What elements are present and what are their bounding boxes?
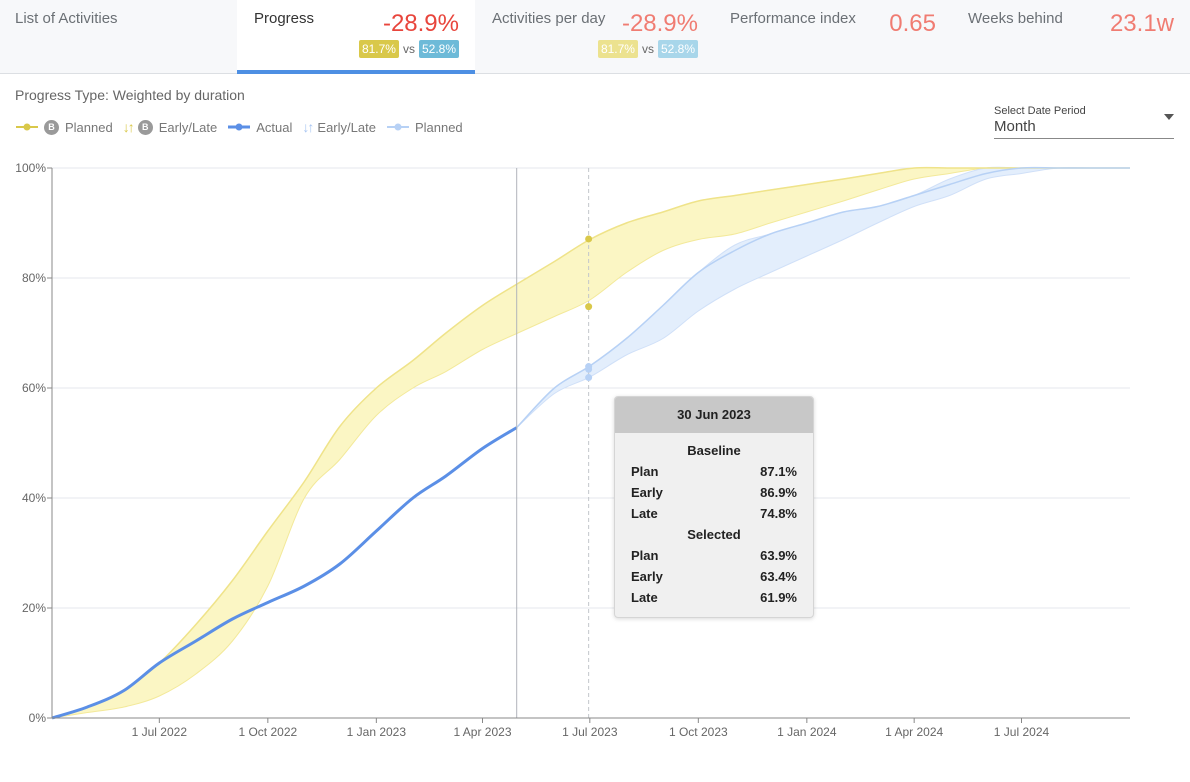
baseline-chip: 81.7% [358,40,399,58]
y-tick-label: 20% [22,601,46,615]
tooltip-baseline-title: Baseline [687,443,741,458]
tooltip-row-label: Late [631,506,658,521]
selected-hover-marker [585,374,593,382]
tooltip-row-value: 86.9% [760,485,797,500]
kpi-tab-bar: List of Activities Progress -28.9% 81.7%… [0,0,1190,74]
baseline-badge-icon: B [44,119,59,135]
x-tick-label: 1 Oct 2023 [669,725,728,739]
up-down-arrows-icon: ↓↑ [122,119,135,135]
baseline-hover-marker [585,303,593,311]
actual-line [51,426,518,720]
chart-legend: B Planned ↓↑ B Early/Late Actual ↓↑ Earl… [15,118,473,136]
tooltip-row-label: Plan [631,548,659,563]
legend-selected-planned[interactable]: Planned [386,120,463,135]
legend-label: Planned [65,119,113,135]
chevron-down-icon [1164,114,1174,120]
tooltip-row: Late 74.8% [615,503,813,524]
x-tick-label: 1 Apr 2023 [453,725,511,739]
baseline-chip: 81.7% [597,40,638,58]
line-dot-icon [228,123,251,131]
tooltip-row: Plan 87.1% [615,461,813,482]
chart-axes [51,168,1130,719]
line-dot-icon [16,123,38,131]
tooltip-row-value: 63.9% [760,548,797,563]
tooltip-row-value: 61.9% [760,590,797,605]
legend-label: Early/Late [158,119,218,135]
chart-grid [52,167,1130,609]
chart-cursor [516,168,590,718]
activities-comparison: 81.7% vs 52.8% [597,40,698,58]
selected-early-late-band [516,166,1130,428]
date-period-select[interactable]: Select Date Period Month [994,104,1174,139]
tooltip-row-value: 87.1% [760,464,797,479]
legend-baseline-planned[interactable]: B Planned [15,119,113,135]
tab-weeks-behind[interactable]: Weeks behind 23.1w [953,0,1190,74]
tab-label: List of Activities [15,10,118,27]
selected-chip: 52.8% [418,40,459,58]
selected-hover-marker [585,365,593,373]
baseline-hover-marker [585,235,593,243]
weeks-behind-value: 23.1w [1109,10,1174,37]
x-tick-label: 1 Jan 2023 [347,725,407,739]
tab-list-of-activities[interactable]: List of Activities [0,0,236,74]
tooltip-row: Late 61.9% [615,587,813,608]
x-tick-label: 1 Jul 2022 [132,725,188,739]
legend-label: Actual [256,119,293,135]
progress-delta: -28.9% [382,10,459,37]
x-tick-label: 1 Oct 2022 [238,725,297,739]
tooltip-row: Plan 63.9% [615,545,813,566]
legend-label: Early/Late [317,119,376,135]
progress-type-label: Progress Type: Weighted by duration [15,87,245,103]
y-tick-label: 100% [15,161,46,175]
y-tick-label: 40% [22,491,46,505]
performance-index-value: 0.65 [889,10,936,37]
selected-chip: 52.8% [657,40,698,58]
x-tick-label: 1 Jul 2023 [562,725,618,739]
tooltip-row: Early 63.4% [615,566,813,587]
activities-per-day-delta: -28.9% [621,10,698,37]
tooltip-row-value: 74.8% [760,506,797,521]
legend-label: Planned [414,119,463,135]
date-period-label: Select Date Period [994,105,1086,117]
y-tick-label: 0% [29,711,47,725]
tooltip-row-label: Early [631,485,663,500]
progress-s-curve-chart[interactable]: 0% 20% 40% 60% 80% 100% 1 Jul 2022 1 Oct 2022 1 … [0,150,1190,750]
tab-label: Performance index [730,10,856,27]
tab-progress[interactable]: Progress -28.9% 81.7% vs 52.8% [237,0,475,74]
tab-performance-index[interactable]: Performance index 0.65 [715,0,953,74]
chart-bands [51,166,1130,719]
tooltip-row-value: 63.4% [760,569,797,584]
baseline-badge-icon: B [137,119,153,135]
tab-activities-per-day[interactable]: Activities per day -28.9% 81.7% vs 52.8% [476,0,714,74]
tab-label: Activities per day [492,10,606,27]
selected-planned-line [516,166,1130,429]
tooltip-row-label: Plan [631,464,659,479]
tab-label: Weeks behind [968,10,1063,27]
vs-label: vs [402,42,415,56]
x-tick-label: 1 Apr 2024 [885,725,943,739]
tab-label: Progress [254,10,315,27]
tooltip-row-label: Late [631,590,658,605]
progress-comparison: 81.7% vs 52.8% [358,40,459,58]
date-period-value: Month [994,118,1036,135]
x-tick-label: 1 Jan 2024 [777,725,837,739]
chart-tooltip: 30 Jun 2023 Baseline Plan 87.1% Early 86.9… [614,396,814,618]
baseline-early-late-band [51,167,1130,719]
chart-markers [585,235,593,382]
chart-ticks: 0% 20% 40% 60% 80% 100% 1 Jul 2022 1 Oct 2022 1 … [15,161,1049,739]
legend-baseline-early-late[interactable]: ↓↑ B Early/Late [123,119,218,135]
y-tick-label: 60% [22,381,46,395]
legend-selected-early-late[interactable]: ↓↑ Early/Late [302,119,376,135]
tooltip-selected-title: Selected [687,527,741,542]
line-dot-icon [386,123,409,131]
tooltip-row: Early 86.9% [615,482,813,503]
tooltip-date: 30 Jun 2023 [615,397,813,433]
y-tick-label: 80% [22,271,46,285]
up-down-arrows-icon: ↓↑ [302,119,314,135]
x-tick-label: 1 Jul 2024 [994,725,1050,739]
legend-actual[interactable]: Actual [227,120,292,135]
tooltip-row-label: Early [631,569,663,584]
vs-label: vs [641,42,654,56]
